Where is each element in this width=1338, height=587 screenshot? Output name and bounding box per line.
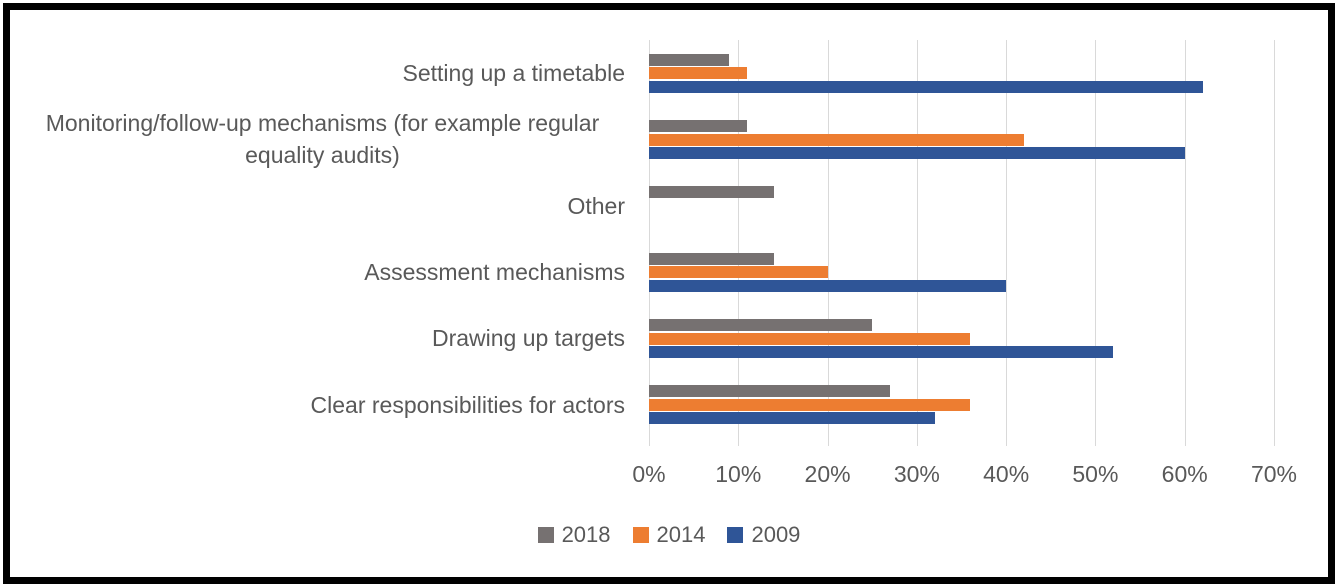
bar-2009 xyxy=(649,279,1007,292)
gridline xyxy=(827,40,829,446)
x-tick-label: 10% xyxy=(715,461,762,487)
category-label: Clear responsibilities for actors xyxy=(310,391,625,418)
bar-2014 xyxy=(649,398,971,411)
legend-swatch-2018 xyxy=(537,527,554,543)
bar-2014 xyxy=(649,67,748,80)
legend-swatch-2009 xyxy=(727,527,744,543)
category-row: Setting up a timetable xyxy=(20,40,625,106)
bar-2018 xyxy=(649,252,774,265)
bar-2018 xyxy=(649,319,873,331)
category-label: Drawing up targets xyxy=(431,325,625,352)
category-axis: Setting up a timetable Monitoring/follow-… xyxy=(20,40,625,438)
legend-item: 2014 xyxy=(632,522,706,548)
bar-2009 xyxy=(649,147,1185,159)
legend-item: 2018 xyxy=(537,522,611,548)
gridline xyxy=(1184,40,1186,446)
category-row: Clear responsibilities for actors xyxy=(20,372,625,438)
category-row: Monitoring/follow-up mechanisms (for exa… xyxy=(20,106,625,172)
category-label: Setting up a timetable xyxy=(402,60,625,87)
legend-label: 2014 xyxy=(656,522,706,547)
legend-swatch-2014 xyxy=(632,527,649,543)
gridline xyxy=(649,40,650,446)
x-tick-label: 0% xyxy=(632,461,666,487)
gridline xyxy=(1274,40,1275,446)
bar-2018 xyxy=(649,53,730,66)
gridline xyxy=(738,40,740,446)
bar-2009 xyxy=(649,412,935,425)
bar-2018 xyxy=(649,186,774,199)
category-row: Drawing up targets xyxy=(20,305,625,371)
gridline xyxy=(916,40,918,446)
category-label: Monitoring/follow-up mechanisms (for exa… xyxy=(45,110,600,169)
bar-2014 xyxy=(649,266,828,279)
x-tick-label: 50% xyxy=(1072,461,1119,487)
bar-2018 xyxy=(649,120,748,132)
legend-item: 2009 xyxy=(727,522,800,548)
bar-2018 xyxy=(649,385,891,398)
bar-2009 xyxy=(649,80,1203,93)
category-label: Other xyxy=(567,192,625,219)
x-tick-label: 70% xyxy=(1250,461,1298,487)
legend-label: 2018 xyxy=(561,522,611,547)
legend: 2018 2014 2009 xyxy=(0,522,1338,548)
bar-2014 xyxy=(649,133,1024,146)
category-row: Assessment mechanisms xyxy=(20,239,625,305)
bar-2014 xyxy=(649,332,971,345)
x-tick-label: 20% xyxy=(804,461,851,487)
bar-2009 xyxy=(649,346,1114,358)
gridline xyxy=(1006,40,1008,446)
category-label: Assessment mechanisms xyxy=(364,259,625,286)
x-tick-label: 60% xyxy=(1161,461,1208,487)
category-row: Other xyxy=(20,173,625,239)
plot-area xyxy=(649,40,1275,446)
x-tick-label: 40% xyxy=(983,461,1030,487)
legend-label: 2009 xyxy=(751,522,801,547)
x-tick-label: 30% xyxy=(893,461,940,487)
gridline xyxy=(1095,40,1097,446)
